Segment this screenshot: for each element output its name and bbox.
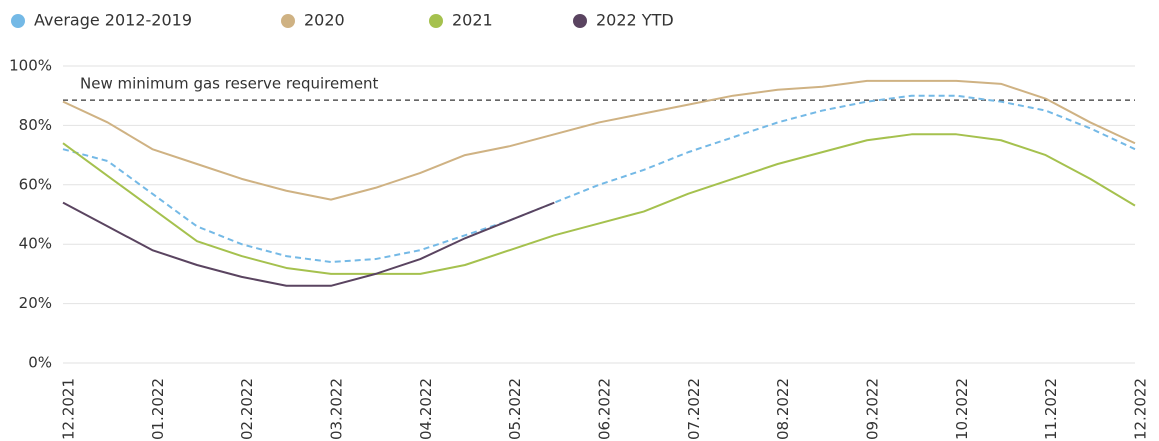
x-tick-label: 07.2022 (685, 378, 703, 440)
legend-label: Average 2012-2019 (34, 11, 192, 30)
y-tick-label: 20% (19, 294, 52, 312)
x-tick-label: 10.2022 (953, 378, 971, 440)
x-tick-label: 06.2022 (596, 378, 614, 440)
y-tick-label: 40% (19, 235, 52, 253)
x-tick-label: 09.2022 (864, 378, 882, 440)
legend-item: 2020 (281, 11, 345, 30)
y-tick-label: 100% (9, 57, 52, 75)
x-tick-label: 12.2021 (60, 378, 78, 440)
series-line (62, 133, 1136, 275)
x-tick-label: 01.2022 (149, 378, 167, 440)
x-tick-label: 05.2022 (506, 378, 524, 440)
y-tick-label: 60% (19, 175, 52, 193)
legend-label: 2022 YTD (596, 11, 674, 30)
series-line (62, 79, 1136, 201)
reference-label: New minimum gas reserve requirement (80, 75, 379, 93)
series-line (62, 201, 555, 287)
legend-label: 2020 (304, 11, 345, 30)
legend-swatch (429, 14, 443, 28)
y-tick-label: 80% (19, 116, 52, 134)
x-tick-label: 03.2022 (328, 378, 346, 440)
legend-swatch (281, 14, 295, 28)
series-line (62, 94, 1136, 264)
legend-item: 2022 YTD (573, 11, 674, 30)
x-tick-label: 04.2022 (417, 378, 435, 440)
x-tick-label: 02.2022 (238, 378, 256, 440)
legend-swatch (573, 14, 587, 28)
legend-label: 2021 (452, 11, 493, 30)
x-tick-label: 11.2022 (1042, 378, 1060, 440)
y-tick-label: 0% (28, 354, 52, 372)
legend-item: Average 2012-2019 (11, 11, 192, 30)
legend-item: 2021 (429, 11, 493, 30)
x-tick-label: 12.2022 (1132, 378, 1150, 440)
x-tick-label: 08.2022 (774, 378, 792, 440)
legend-swatch (11, 14, 25, 28)
